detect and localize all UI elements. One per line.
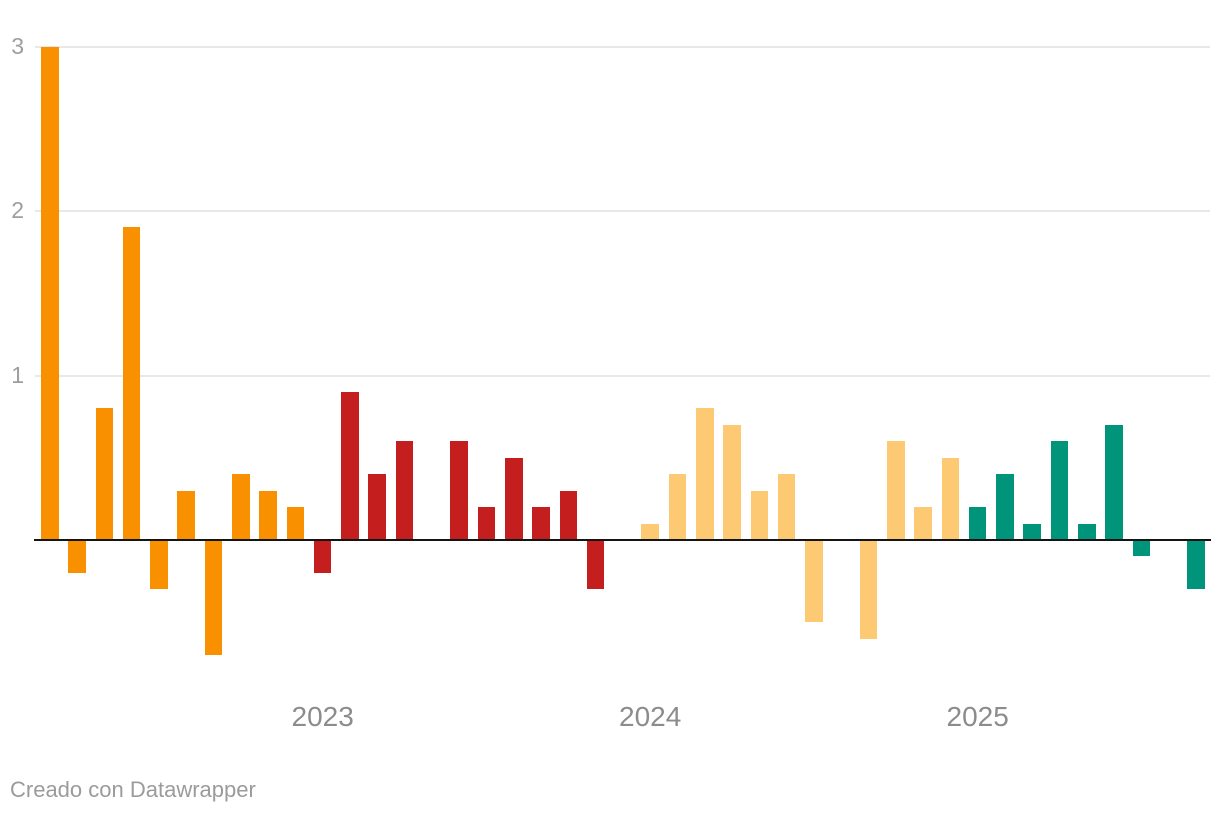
x-axis-year-label: 2023 (291, 701, 354, 732)
bar-2022-m9 (259, 490, 277, 540)
bar-2022-m6 (177, 490, 196, 540)
bar-2025-m6 (1105, 424, 1123, 540)
bar-2024-m3 (695, 408, 714, 540)
bar-2022-m5 (150, 540, 168, 590)
y-axis-tick-label: 1 (11, 361, 24, 388)
x-axis-baseline (34, 538, 1211, 541)
bar-2022-m2 (68, 540, 86, 573)
bar-2024-m4 (723, 424, 741, 540)
bar-2025-m3 (1023, 523, 1042, 540)
bar-2022-m3 (95, 408, 114, 540)
bar-2024-m5 (750, 490, 769, 540)
bar-2023-m7 (477, 507, 496, 540)
x-axis-year-label: 2025 (946, 701, 1009, 732)
bar-2023-m8 (504, 457, 523, 540)
bar-2025-m2 (996, 474, 1014, 540)
bar-2024-m2 (668, 474, 687, 540)
bar-2023-m6 (450, 441, 468, 540)
bar-2022-m1 (41, 46, 59, 540)
x-axis-year-label: 2024 (619, 701, 682, 732)
bar-2022-m7 (204, 540, 223, 656)
bar-2024-m11 (914, 507, 932, 540)
bar-2022-m8 (232, 474, 250, 540)
bar-2025-m4 (1050, 441, 1069, 540)
datawrapper-attribution-link[interactable]: Creado con Datawrapper (10, 777, 256, 802)
y-gridline (35, 210, 1210, 212)
bar-2024-m9 (859, 540, 878, 639)
bar-2025-m1 (968, 507, 987, 540)
bar-2024-m1 (641, 523, 659, 540)
bar-2024-m6 (777, 474, 796, 540)
bar-2024-m7 (805, 540, 823, 623)
y-gridline (35, 45, 1210, 48)
bar-2023-m3 (368, 474, 387, 540)
bar-2023-m9 (532, 507, 550, 540)
bar-2023-m2 (341, 391, 359, 540)
bar-2025-m5 (1078, 523, 1096, 540)
bar-2025-m9 (1187, 540, 1205, 590)
bar-2025-m7 (1132, 540, 1151, 557)
bar-2023-m4 (395, 441, 414, 540)
y-axis-tick-label: 3 (11, 32, 24, 59)
y-axis-tick-label: 2 (11, 197, 24, 223)
bar-2022-m10 (286, 507, 305, 540)
bar-2023-m1 (313, 540, 332, 573)
y-gridline (35, 374, 1210, 377)
bar-2023-m10 (559, 490, 578, 540)
plot-area: 1 2 3 2023 2024 2025 (11, 32, 1211, 732)
bar-2022-m4 (122, 227, 141, 540)
bar-2023-m11 (586, 540, 605, 590)
bar-2024-m12 (941, 457, 960, 540)
bar-2024-m10 (886, 441, 905, 540)
